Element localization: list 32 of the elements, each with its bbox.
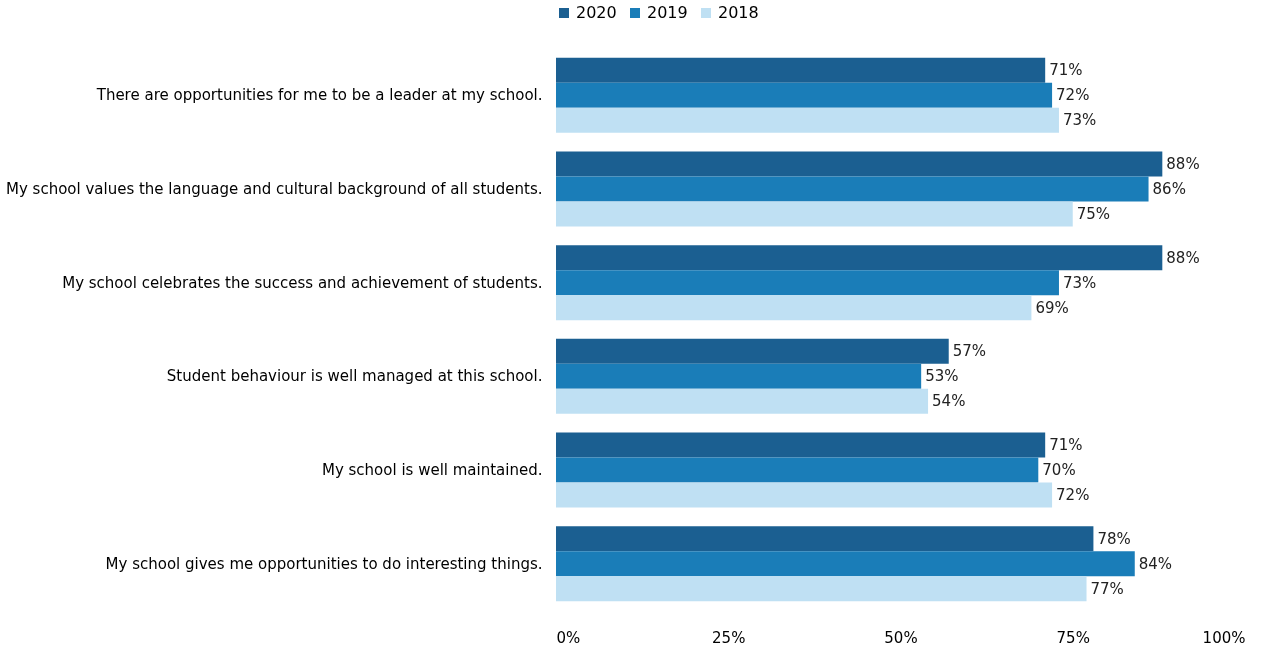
data-label: 69% <box>1035 298 1069 317</box>
x-tick-label: 100% <box>1202 628 1246 647</box>
x-tick-label: 50% <box>884 628 918 647</box>
data-label: 75% <box>1076 204 1111 223</box>
data-label: 72% <box>1056 86 1090 105</box>
y-tick-label: My school is well maintained. <box>321 461 543 480</box>
data-label: 86% <box>1152 179 1186 198</box>
data-label: 73% <box>1062 111 1097 130</box>
y-tick-label: My school gives me opportunities to do interesting things. <box>105 554 543 573</box>
data-label: 77% <box>1090 579 1124 598</box>
y-tick-label: My school celebrates the success and achievement of students. <box>62 273 543 292</box>
legend-label: 2018 <box>718 3 759 22</box>
data-label: 88% <box>1166 248 1200 267</box>
data-label: 71% <box>1049 436 1083 455</box>
data-label: 57% <box>952 342 987 361</box>
data-label: 84% <box>1138 554 1173 573</box>
data-label: 78% <box>1097 529 1131 548</box>
legend-label: 2020 <box>576 3 617 22</box>
data-label: 73% <box>1062 273 1097 292</box>
x-tick-label: 75% <box>1056 628 1090 647</box>
data-label: 72% <box>1056 486 1090 505</box>
y-tick-label: My school values the language and cultural background of all students. <box>5 179 543 198</box>
data-label: 54% <box>932 392 966 411</box>
data-label: 53% <box>925 367 959 386</box>
y-tick-label: There are opportunities for me to be a leader at my school. <box>95 86 543 105</box>
data-label: 70% <box>1042 461 1076 480</box>
y-tick-label: Student behaviour is well managed at this school. <box>166 367 543 386</box>
x-tick-label: 0% <box>556 628 581 647</box>
x-tick-label: 25% <box>712 628 746 647</box>
data-label: 88% <box>1166 154 1200 173</box>
legend-label: 2019 <box>647 3 688 22</box>
data-label: 71% <box>1049 61 1083 80</box>
